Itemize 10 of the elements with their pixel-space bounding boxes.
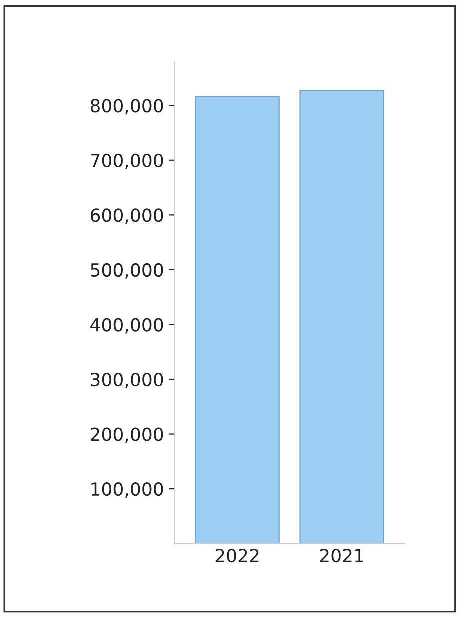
y-tick-label: 500,000 [91, 263, 164, 279]
x-tick-label: 2021 [320, 549, 364, 563]
y-tick-label: 800,000 [90, 99, 164, 115]
x-tick-label: 2022 [216, 549, 259, 563]
y-tick-label: 600,000 [90, 208, 164, 224]
y-tick-label: 700,000 [91, 154, 164, 170]
y-tick-label: 400,000 [90, 318, 164, 334]
y-tick-label: 100,000 [92, 482, 164, 498]
y-tick-label: 200,000 [91, 428, 164, 444]
y-tick-label: 300,000 [91, 372, 164, 388]
